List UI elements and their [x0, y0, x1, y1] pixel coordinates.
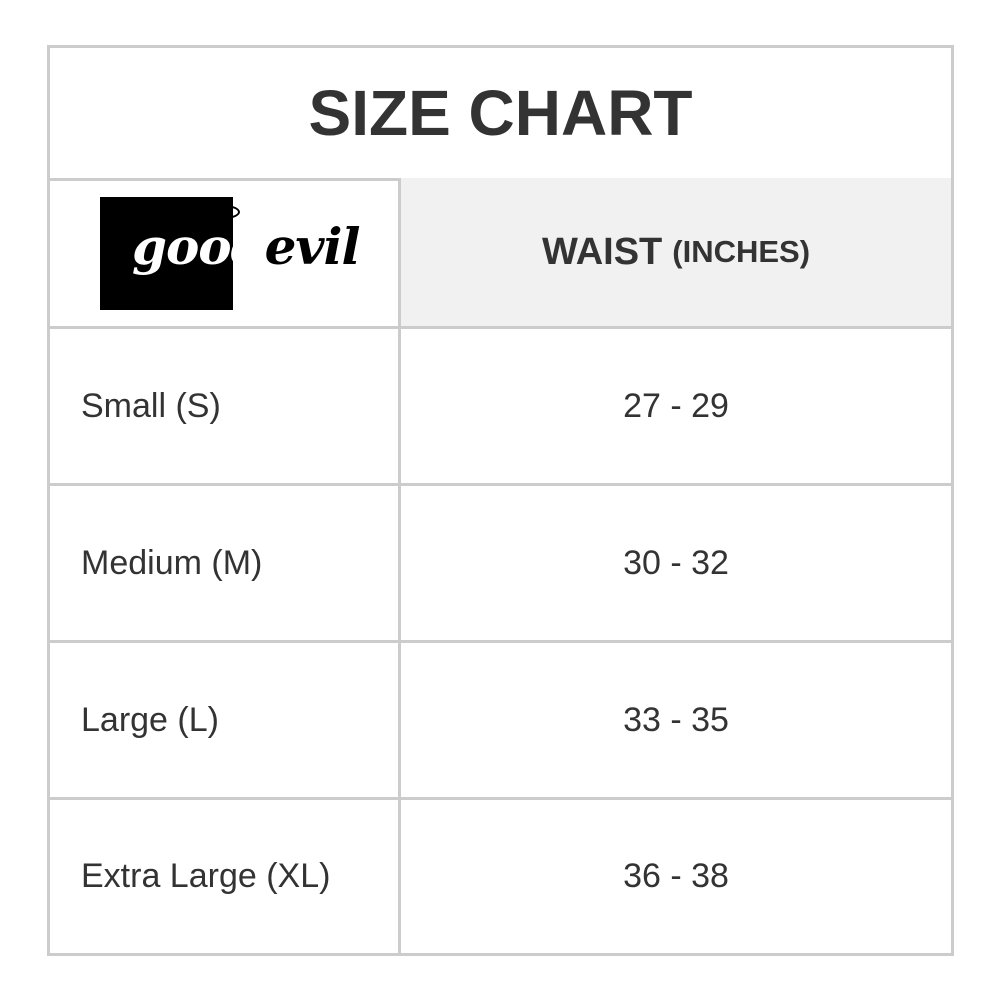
table-row: Small (S) 27 - 29 [50, 329, 951, 486]
waist-value: 33 - 35 [623, 700, 729, 739]
waist-header: WAIST (INCHES) [401, 178, 951, 326]
table-row: Extra Large (XL) 36 - 38 [50, 800, 951, 953]
logo-cell: goodevil [50, 178, 401, 326]
waist-value: 30 - 32 [623, 543, 729, 582]
size-label: Medium (M) [81, 543, 263, 582]
table-row: Large (L) 33 - 35 [50, 643, 951, 800]
chart-title: SIZE CHART [50, 48, 951, 181]
size-label: Small (S) [81, 386, 221, 425]
size-label: Large (L) [81, 700, 219, 739]
size-chart-table: SIZE CHART goodevil WAIST (INCHES) Small … [47, 45, 954, 956]
brand-logo: goodevil [100, 197, 360, 310]
header-row: goodevil WAIST (INCHES) [50, 178, 951, 329]
table-row: Medium (M) 30 - 32 [50, 486, 951, 643]
halo-icon [208, 205, 240, 219]
size-label: Extra Large (XL) [81, 857, 331, 895]
waist-value: 27 - 29 [623, 386, 729, 425]
waist-value: 36 - 38 [623, 857, 729, 895]
